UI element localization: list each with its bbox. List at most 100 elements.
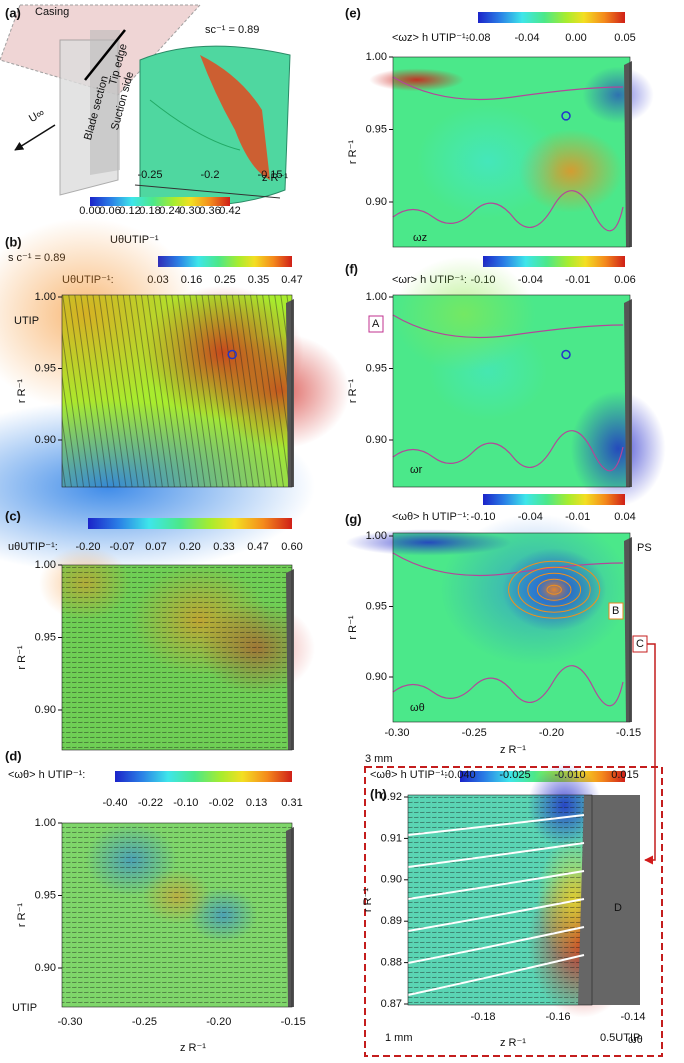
annotation-box bbox=[632, 635, 648, 653]
colorbar-tick-label: 0.07 bbox=[145, 541, 166, 553]
colorbar-tick-label: 0.015 bbox=[611, 769, 639, 781]
vortex-center bbox=[561, 349, 571, 360]
annotation: UTIP bbox=[12, 1002, 37, 1014]
panel-label: (a) bbox=[5, 5, 21, 20]
contour bbox=[392, 190, 624, 232]
annotation: PS bbox=[637, 542, 652, 554]
colorbar-tick-label: -0.04 bbox=[518, 274, 543, 286]
contour bbox=[392, 314, 624, 339]
y-tick-label: 0.90 bbox=[381, 874, 402, 886]
field-blob bbox=[570, 391, 666, 507]
y-tick-label: 1.00 bbox=[35, 559, 56, 571]
zoom-frame bbox=[364, 766, 663, 1057]
y-tick-label: 0.90 bbox=[366, 671, 387, 683]
annotation: sc⁻¹ = 0.89 bbox=[205, 24, 259, 36]
field-blob bbox=[537, 576, 571, 603]
plot-frame bbox=[392, 294, 631, 488]
annotation: U∞ bbox=[27, 107, 47, 125]
y-tick-label: 0.90 bbox=[35, 434, 56, 446]
x-tick-label: -0.15 bbox=[616, 727, 641, 739]
colorbar-tick-label: 0.60 bbox=[281, 541, 302, 553]
x-axis-label: z R⁻¹ bbox=[262, 172, 288, 184]
y-axis-label: r R⁻¹ bbox=[362, 888, 374, 912]
annotation: A bbox=[372, 318, 380, 330]
annotation: B bbox=[612, 605, 619, 617]
annotation: Casing bbox=[35, 6, 69, 18]
contour bbox=[392, 665, 624, 707]
y-tick-label: 0.90 bbox=[35, 962, 56, 974]
colorbar-label: <ωθ> h UTIP⁻¹: bbox=[8, 769, 85, 781]
contour bbox=[392, 76, 624, 101]
y-axis-label: r R⁻¹ bbox=[347, 140, 359, 164]
panel-label: (d) bbox=[5, 748, 22, 763]
field-blob bbox=[440, 514, 630, 666]
x-tick-label: -0.15 bbox=[281, 1016, 306, 1028]
panel-label: (c) bbox=[5, 508, 21, 523]
colorbar bbox=[483, 256, 625, 267]
annotation-box bbox=[608, 602, 624, 620]
colorbar-tick-label: -0.02 bbox=[209, 797, 234, 809]
colorbar-tick-label: -0.10 bbox=[173, 797, 198, 809]
y-tick-label: 0.91 bbox=[381, 832, 402, 844]
y-tick-label: 0.87 bbox=[381, 998, 402, 1010]
y-tick-label: 0.90 bbox=[366, 196, 387, 208]
colorbar-tick-label: 0.30 bbox=[179, 205, 200, 217]
annotation: ωθ bbox=[410, 702, 425, 714]
colorbar-tick-label: -0.07 bbox=[109, 541, 134, 553]
colorbar-tick-label: 0.04 bbox=[614, 511, 635, 523]
y-tick-label: 0.90 bbox=[366, 434, 387, 446]
colorbar-tick-label: -0.10 bbox=[470, 511, 495, 523]
panel-label: (f) bbox=[345, 261, 358, 276]
x-tick-label: -0.16 bbox=[545, 1011, 570, 1023]
plot-frame bbox=[392, 532, 631, 723]
colorbar-tick-label: 0.00 bbox=[565, 32, 586, 44]
field-blob bbox=[369, 68, 465, 92]
colorbar-label: uθUTIP⁻¹: bbox=[8, 541, 58, 553]
x-tick-label: -0.30 bbox=[57, 1016, 82, 1028]
y-tick-label: 0.95 bbox=[366, 600, 387, 612]
annotation-box bbox=[368, 315, 384, 333]
y-tick-label: 1.00 bbox=[366, 530, 387, 542]
streamline bbox=[407, 954, 585, 996]
x-tick-label: -0.25 bbox=[462, 727, 487, 739]
x-tick-label: -0.25 bbox=[132, 1016, 157, 1028]
colorbar-tick-label: 0.47 bbox=[281, 274, 302, 286]
y-tick-label: 0.95 bbox=[35, 631, 56, 643]
colorbar-tick-label: 0.20 bbox=[179, 541, 200, 553]
y-tick-label: 1.00 bbox=[366, 51, 387, 63]
field-blob bbox=[416, 104, 559, 219]
colorbar-tick-label: 0.36 bbox=[199, 205, 220, 217]
plot-frame bbox=[61, 822, 293, 1008]
colorbar-tick-label: 0.05 bbox=[614, 32, 635, 44]
vector-field bbox=[408, 795, 592, 1005]
y-tick-label: 1.00 bbox=[35, 291, 56, 303]
y-axis-label: r R⁻¹ bbox=[16, 903, 28, 927]
panel-label: (g) bbox=[345, 511, 362, 526]
colorbar-tick-label: 0.12 bbox=[119, 205, 140, 217]
x-tick-label: -0.15 bbox=[257, 169, 282, 181]
blade bbox=[578, 795, 640, 1005]
contour bbox=[536, 578, 572, 601]
x-tick-label: -0.14 bbox=[620, 1011, 645, 1023]
annotation: ωr bbox=[410, 464, 423, 476]
annotation: 3 mm bbox=[365, 753, 393, 765]
x-axis-label: z R⁻¹ bbox=[500, 744, 526, 756]
colorbar bbox=[90, 197, 230, 206]
colorbar-tick-label: 0.25 bbox=[214, 274, 235, 286]
field-blob bbox=[582, 66, 654, 124]
colorbar-tick-label: -0.040 bbox=[444, 769, 475, 781]
colorbar-tick-label: 0.18 bbox=[139, 205, 160, 217]
colorbar-tick-label: -0.40 bbox=[102, 797, 127, 809]
colorbar-tick-label: -0.22 bbox=[138, 797, 163, 809]
colorbar-tick-label: -0.04 bbox=[514, 32, 539, 44]
colorbar-label: <ωz> h UTIP⁻¹: bbox=[392, 32, 469, 44]
colorbar-tick-label: 0.35 bbox=[248, 274, 269, 286]
plot-frame bbox=[392, 56, 631, 248]
colorbar bbox=[158, 256, 292, 267]
streamline bbox=[407, 870, 585, 900]
colorbar-tick-label: 0.33 bbox=[213, 541, 234, 553]
y-tick-label: 1.00 bbox=[366, 291, 387, 303]
contour bbox=[546, 584, 562, 595]
x-tick-label: -0.18 bbox=[470, 1011, 495, 1023]
